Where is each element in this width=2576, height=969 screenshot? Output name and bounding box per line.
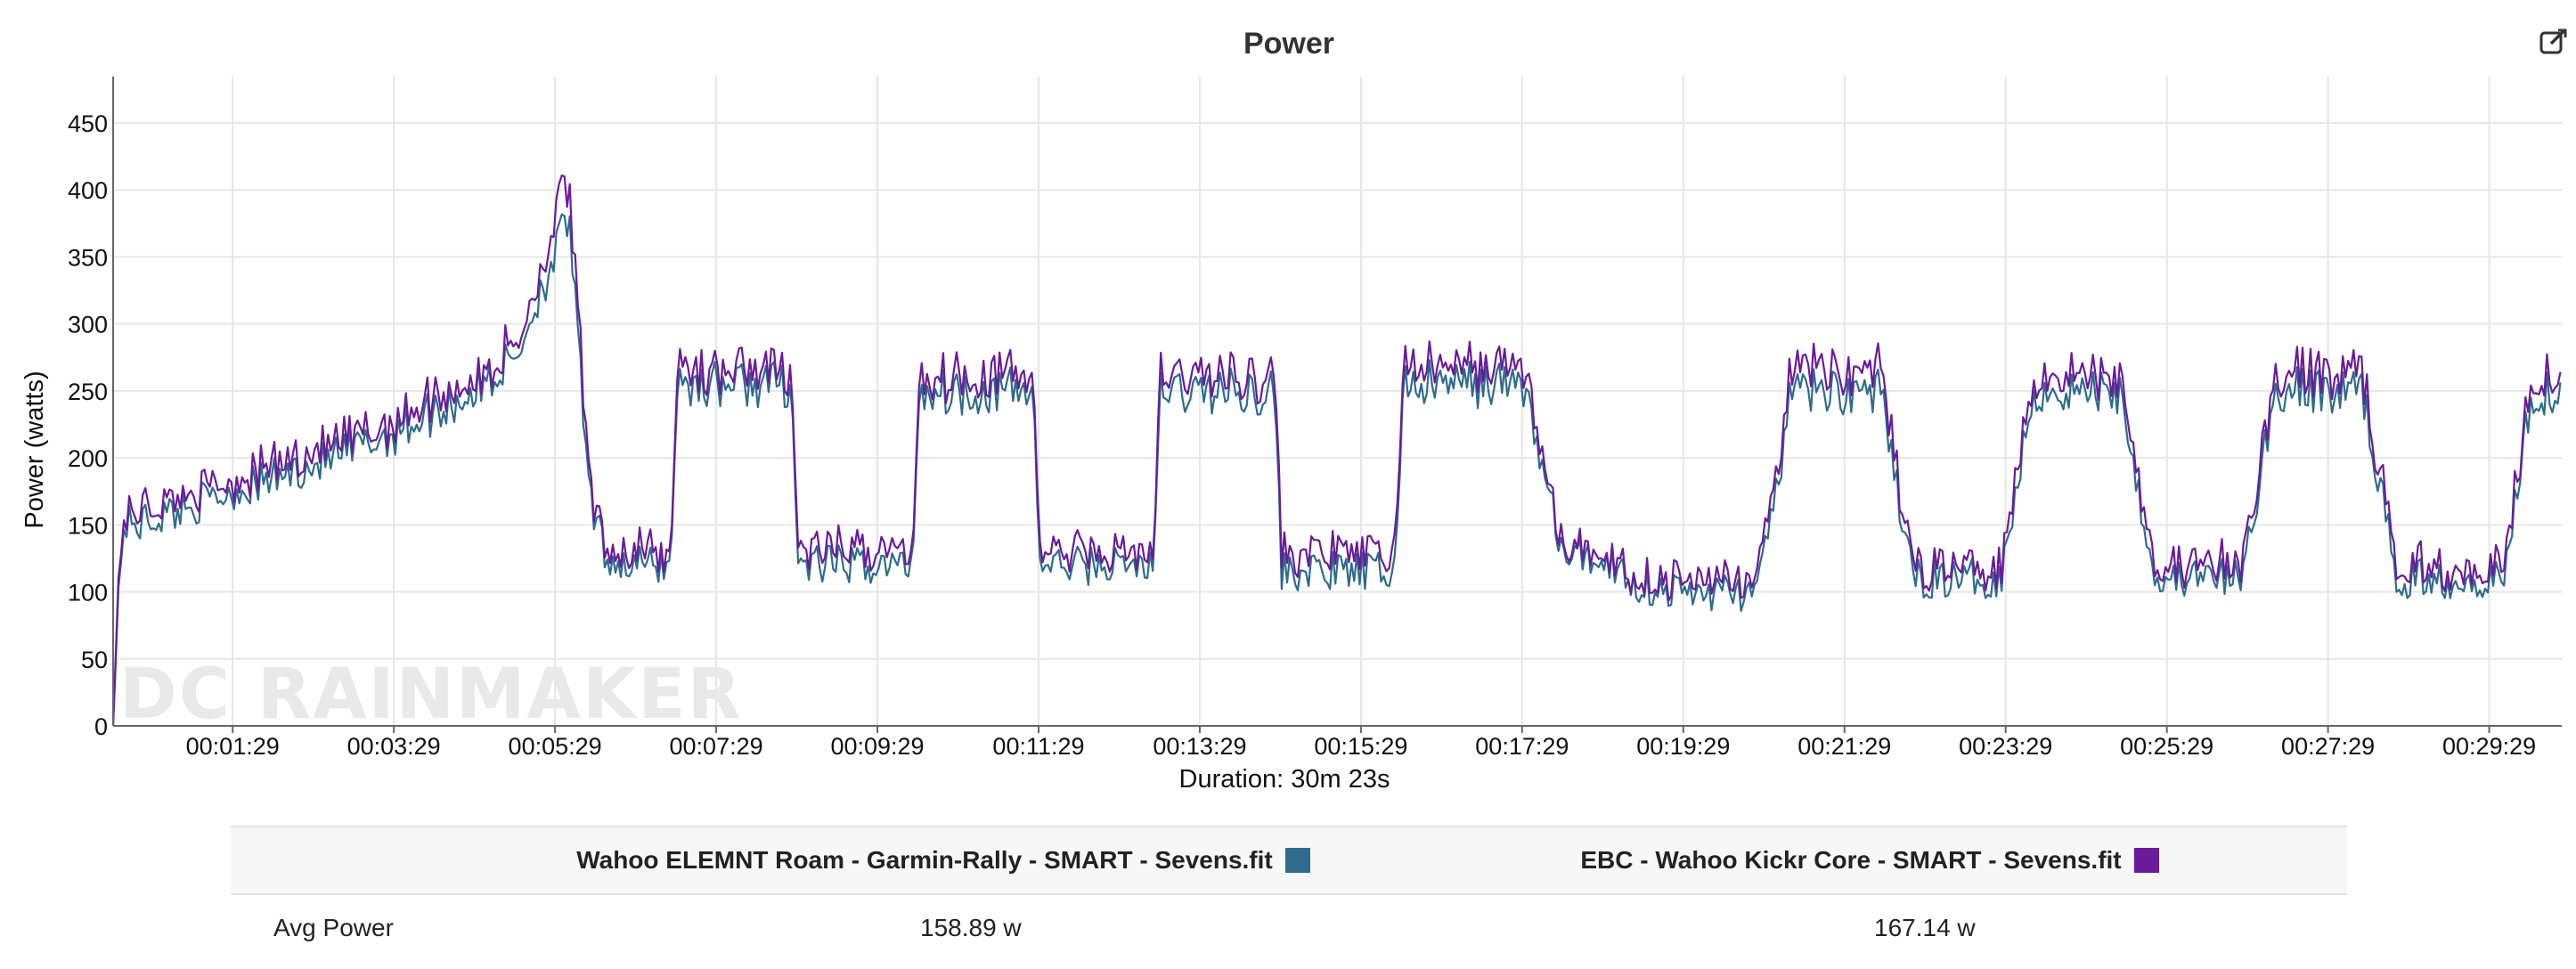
- y-tick-label: 200: [68, 445, 108, 472]
- x-tick-label: 00:17:29: [1475, 733, 1569, 760]
- y-tick-label: 150: [68, 512, 108, 539]
- y-tick-label: 300: [68, 312, 108, 338]
- y-tick-label: 50: [81, 647, 108, 673]
- edit-external-icon[interactable]: [2539, 27, 2569, 57]
- y-tick-label: 0: [94, 713, 108, 740]
- y-axis-title: Power (watts): [20, 370, 49, 528]
- x-tick-label: 00:25:29: [2120, 733, 2213, 760]
- x-axis-title: Duration: 30m 23s: [1179, 765, 1390, 794]
- x-tick-label: 00:03:29: [347, 733, 441, 760]
- x-tick-label: 00:21:29: [1797, 733, 1891, 760]
- stats-row-avg-power: Avg Power 158.89 w 167.14 w: [231, 895, 2347, 961]
- stats-header: Wahoo ELEMNT Roam - Garmin-Rally - SMART…: [231, 826, 2347, 895]
- value-cell: 158.89 w: [920, 914, 1022, 941]
- series-color-swatch: [2133, 848, 2159, 873]
- y-tick-label: 400: [68, 177, 108, 204]
- x-tick-label: 00:23:29: [1959, 733, 2052, 760]
- x-tick-label: 00:07:29: [670, 733, 763, 760]
- x-tick-label: 00:19:29: [1636, 733, 1730, 760]
- y-tick-label: 250: [68, 379, 108, 405]
- column-label: Wahoo ELEMNT Roam - Garmin-Rally - SMART…: [576, 846, 1273, 874]
- x-tick-label: 00:05:29: [509, 733, 602, 760]
- y-tick-label: 350: [68, 244, 108, 271]
- axis-layer: 0 50 100 150 200 250 300 350 400 450 00:01:29 00:03…: [68, 77, 2562, 760]
- power-chart: Power DC RAINMAKER 0 50 100 150 200 250 300 350…: [20, 27, 2562, 794]
- stats-table: Wahoo ELEMNT Roam - Garmin-Rally - SMART…: [231, 826, 2347, 961]
- x-tick-label: 00:01:29: [186, 733, 280, 760]
- x-tick-label: 00:09:29: [830, 733, 924, 760]
- series-layer: [111, 175, 2562, 727]
- column-label: EBC - Wahoo Kickr Core - SMART - Sevens.…: [1580, 846, 2122, 874]
- x-tick-label: 00:27:29: [2281, 733, 2375, 760]
- stats-column-header: EBC - Wahoo Kickr Core - SMART - Sevens.…: [1424, 827, 2315, 893]
- row-label: Avg Power: [273, 914, 394, 941]
- y-tick-label: 450: [68, 110, 108, 137]
- x-tick-label: 00:29:29: [2442, 733, 2536, 760]
- x-tick-label: 00:11:29: [992, 733, 1084, 760]
- series-line: [111, 175, 2562, 727]
- chart-title: Power: [1243, 27, 1334, 61]
- y-tick-label: 100: [68, 580, 108, 607]
- series-line: [111, 213, 2562, 727]
- x-tick-label: 00:13:29: [1153, 733, 1246, 760]
- value-cell: 167.14 w: [1874, 914, 1976, 941]
- series-color-swatch: [1284, 848, 1310, 873]
- x-tick-label: 00:15:29: [1314, 733, 1407, 760]
- watermark: DC RAINMAKER: [119, 655, 743, 735]
- stats-column-header: Wahoo ELEMNT Roam - Garmin-Rally - SMART…: [498, 827, 1389, 893]
